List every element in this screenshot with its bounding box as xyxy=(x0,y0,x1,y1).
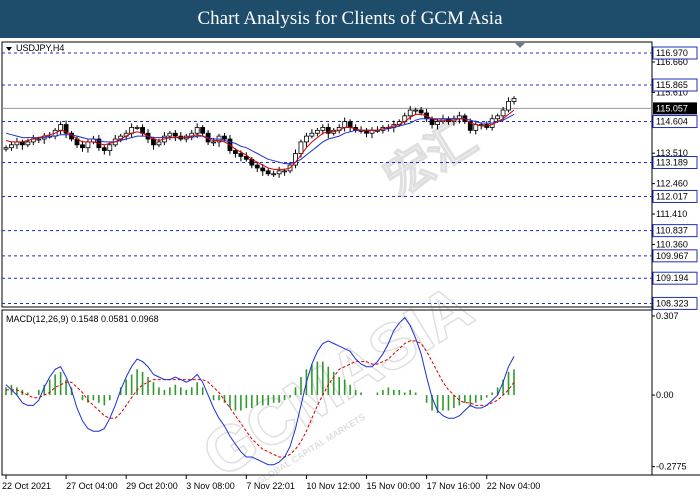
candle xyxy=(201,127,205,133)
macd-tick-label: -0.2775 xyxy=(656,462,687,472)
candle xyxy=(80,145,84,148)
candle xyxy=(277,171,281,174)
candle xyxy=(512,98,516,101)
candle xyxy=(474,125,478,131)
candle xyxy=(414,110,418,111)
time-tick-label: 27 Oct 04:00 xyxy=(66,481,118,491)
level-label: 109.967 xyxy=(656,251,689,261)
banner: Chart Analysis for Clients of GCM Asia xyxy=(0,0,700,38)
candle xyxy=(4,148,8,149)
price-tick-label: 110.360 xyxy=(656,239,688,249)
chart-frame: GCMASIA GLOBAL CAPITAL MARKETS 宏汇 116.660 11… xyxy=(0,38,700,500)
candle xyxy=(430,119,434,125)
candle xyxy=(222,136,226,139)
macd-tick-label: 0.00 xyxy=(656,390,674,400)
candle xyxy=(135,127,139,128)
symbol-label: USDJPY,H4 xyxy=(16,43,64,53)
macd-tick-label: 0.307 xyxy=(656,311,679,321)
time-tick-label: 3 Nov 08:00 xyxy=(186,481,235,491)
candle xyxy=(408,110,412,116)
candle xyxy=(283,171,287,172)
candle xyxy=(501,110,505,116)
candle xyxy=(343,122,347,128)
time-tick-label: 17 Nov 16:00 xyxy=(427,481,481,491)
candle xyxy=(419,110,423,113)
time-tick-label: 15 Nov 00:00 xyxy=(367,481,421,491)
time-tick-label: 22 Nov 04:00 xyxy=(487,481,541,491)
candle xyxy=(436,122,440,125)
candle xyxy=(255,165,259,168)
candle xyxy=(233,151,237,154)
candle xyxy=(315,130,319,133)
level-label: 113.189 xyxy=(656,158,688,168)
candle xyxy=(102,148,106,151)
candle xyxy=(86,142,90,148)
time-tick-label: 22 Oct 2021 xyxy=(2,481,51,491)
candle xyxy=(321,127,325,130)
current-price-label: 115.057 xyxy=(656,103,688,113)
level-label: 108.323 xyxy=(656,298,689,308)
price-pane xyxy=(2,42,652,307)
candle xyxy=(244,156,248,159)
level-label: 114.604 xyxy=(656,117,688,127)
candle xyxy=(507,101,511,110)
banner-title: Chart Analysis for Clients of GCM Asia xyxy=(197,8,502,30)
level-label: 109.194 xyxy=(656,273,689,283)
level-label: 110.837 xyxy=(656,226,688,236)
candle xyxy=(108,145,112,151)
candle xyxy=(195,127,199,133)
candle xyxy=(304,136,308,142)
candle xyxy=(26,142,30,145)
candle xyxy=(266,171,270,174)
candle xyxy=(168,133,172,136)
price-tick-label: 111.410 xyxy=(656,209,687,219)
candle xyxy=(239,154,243,157)
candle xyxy=(310,133,314,136)
macd-title: MACD(12,26,9) 0.1548 0.0581 0.0968 xyxy=(6,314,159,324)
candle xyxy=(212,142,216,143)
candle xyxy=(272,174,276,175)
candle xyxy=(157,142,161,145)
price-tick-label: 112.460 xyxy=(656,179,688,189)
candle xyxy=(59,125,63,131)
candle xyxy=(173,133,177,136)
candle xyxy=(299,142,303,154)
candle xyxy=(37,139,41,140)
time-tick-label: 10 Nov 12:00 xyxy=(306,481,360,491)
macd-axis: 0.307 0.00 -0.2775 xyxy=(652,311,687,472)
candle xyxy=(496,116,500,119)
time-tick-label: 7 Nov 22:01 xyxy=(246,481,295,491)
candle xyxy=(261,168,265,171)
level-label: 116.970 xyxy=(656,48,688,58)
level-label: 112.017 xyxy=(656,191,688,201)
candle xyxy=(9,145,13,148)
candle xyxy=(348,122,352,128)
level-label: 115.865 xyxy=(656,80,688,90)
time-tick-label: 29 Oct 20:00 xyxy=(126,481,178,491)
